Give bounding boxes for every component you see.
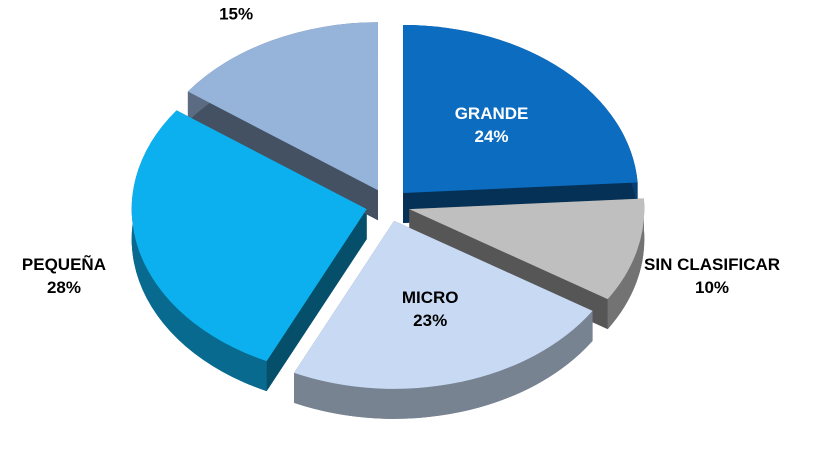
- slice-value-label: 15%: [219, 5, 253, 24]
- slice-label: PEQUEÑA: [22, 254, 106, 274]
- slice-edge: [266, 209, 367, 392]
- slice: [187, 22, 379, 191]
- slice-label: MICRO: [402, 288, 459, 307]
- slice-value-label: 23%: [413, 311, 447, 330]
- slice-label: SIN CLASIFICAR: [644, 255, 780, 274]
- slice-edge: [187, 91, 379, 221]
- slice-label: MEDIANA: [196, 0, 275, 1]
- slice: [409, 198, 645, 300]
- slice-value-label: 10%: [695, 278, 729, 297]
- slice-value-label: 28%: [47, 278, 81, 297]
- slice-wall: [294, 310, 593, 419]
- slice: [131, 110, 367, 362]
- slice: [403, 24, 638, 193]
- slice-value-label: 24%: [475, 127, 509, 146]
- slice-wall: [131, 110, 267, 392]
- slice: [294, 220, 593, 389]
- slice-wall: [607, 198, 645, 330]
- slice-label: GRANDE: [455, 104, 529, 123]
